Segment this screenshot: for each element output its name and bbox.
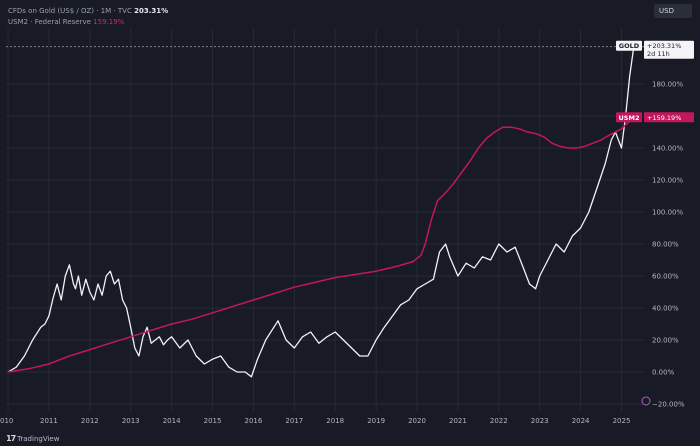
x-tick-label: 2021 [449,417,467,425]
m2-badge-tag: USM2 [619,114,640,122]
x-tick-label: 2019 [367,417,385,425]
legend-gold-value: 203.31% [134,7,169,15]
x-tick-label: 2015 [204,417,222,425]
gold-badge-value-bg [644,40,694,59]
x-tick-label: 2020 [408,417,426,425]
tradingview-attribution[interactable]: 17 TradingView [6,434,59,443]
tradingview-logo-icon: 17 [6,434,16,443]
gold-series-line [7,46,635,378]
x-tick-label: 2025 [613,417,631,425]
gold-badge-tag: GOLD [619,42,640,50]
gold-badge-value: +203.31% [647,42,681,50]
chart-settings-icon[interactable] [641,396,651,406]
x-tick-label: 2013 [122,417,140,425]
legend-m2-label: USM2 · Federal Reserve [8,18,91,26]
x-tick-label: 010 [0,417,13,425]
y-tick-label: 40.00% [652,305,679,313]
x-axis: 010 2011 2012 2013 2014 2015 2016 2017 2018 2019 2… [0,417,630,425]
x-tick-label: 2022 [490,417,508,425]
gold-price-badge: GOLD +203.31%2d 11h [616,40,694,59]
x-tick-label: 2018 [326,417,344,425]
legend-gold: CFDs on Gold (US$ / OZ) · 1M · TVC 203.3… [8,6,168,17]
x-tick-label: 2024 [572,417,590,425]
m2-badge-value: +159.19% [647,114,681,122]
y-tick-label: 20.00% [652,337,679,345]
y-tick-label: 0.00% [652,369,675,377]
x-tick-label: 2017 [285,417,303,425]
x-tick-label: 2016 [245,417,263,425]
y-axis: −20.00% 0.00% 20.00% 40.00% 60.00% 80.00% 100.… [652,81,685,409]
m2-price-badge: USM2 +159.19% [616,112,694,123]
y-tick-label: −20.00% [652,401,685,409]
x-tick-label: 2014 [163,417,181,425]
y-tick-label: 140.00% [652,145,683,153]
x-tick-label: 2023 [531,417,549,425]
y-tick-label: 120.00% [652,177,683,185]
y-tick-label: 60.00% [652,273,679,281]
currency-button[interactable]: USD [654,4,692,18]
gold-badge-countdown: 2d 11h [647,50,670,58]
x-tick-label: 2012 [81,417,99,425]
m2-badge-tag-bg [616,112,642,123]
m2-badge-value-bg [644,112,694,123]
legend-m2: USM2 · Federal Reserve 159.19% [8,17,168,28]
y-tick-label: 100.00% [652,209,683,217]
x-tick-label: 2011 [40,417,58,425]
attribution-text: TradingView [17,434,60,443]
gold-badge-tag-bg [616,40,642,51]
legend-m2-value: 159.19% [93,18,125,26]
y-tick-label: 180.00% [652,81,683,89]
grid-lines [6,28,644,412]
legend-gold-label: CFDs on Gold (US$ / OZ) · 1M · TVC [8,7,132,15]
m2-series-line [7,116,635,373]
y-tick-label: 80.00% [652,241,679,249]
chart-legend: CFDs on Gold (US$ / OZ) · 1M · TVC 203.3… [8,6,168,28]
